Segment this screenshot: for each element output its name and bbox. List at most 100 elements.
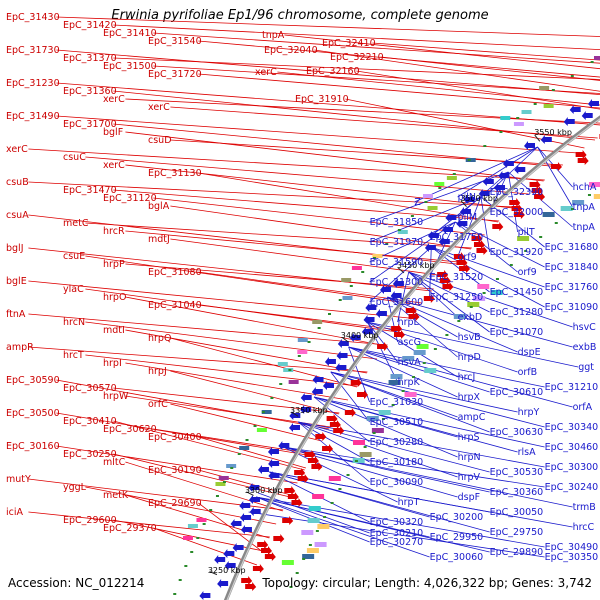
leader-line [85,321,378,360]
category-block [390,374,403,379]
leader-line [170,238,446,277]
gene-features [182,56,600,600]
forward-gene [513,210,525,219]
gene-label-right: EpC_30360 [490,487,544,498]
category-block [477,284,490,289]
minor-tick [422,362,426,364]
minor-tick [539,236,543,238]
gene-label-left: csuD [148,135,172,146]
gene-label-right: EpC_30300 [545,462,599,473]
gene-label-left: ylaC [63,284,84,295]
reverse-gene [199,591,211,600]
reverse-gene [268,471,280,480]
leader-line [28,511,270,538]
forward-gene [257,540,269,549]
forward-gene [492,222,504,231]
forward-gene [471,234,483,243]
reverse-gene [361,327,373,336]
accession-text: Accession: NC_012214 [8,576,145,590]
gene-label-left: EpC_31910 [295,94,349,105]
leader-line [367,321,458,378]
category-block [424,368,437,373]
leader-line [113,189,500,222]
leader-line [85,255,420,306]
gene-label-left: EpC_31120 [103,193,157,204]
gene-label-left: EpC_29600 [63,515,117,526]
leader-line [113,453,291,498]
gene-label-left: EpC_31360 [63,86,117,97]
reverse-gene [424,243,436,252]
category-block [283,368,294,372]
forward-gene [282,516,294,525]
gene-label-left: hrpJ [148,366,167,377]
leader-line [298,421,490,473]
reverse-gene [230,519,242,528]
category-block [513,122,524,126]
category-block [434,182,445,186]
forward-gene [294,468,306,477]
reverse-gene [494,183,506,192]
bp-label: 3450 kbp [397,261,435,270]
gene-label-right: EpC_30090 [370,477,424,488]
reverse-gene [524,141,536,150]
gene-label-right: EpC_30240 [545,482,599,493]
minor-tick [173,593,177,595]
bp-label: 3500 kbp [460,194,498,203]
gene-label-right: ascG [398,337,421,348]
category-block [359,452,372,457]
category-block [341,278,352,282]
gene-label-right: dspF [458,492,480,503]
gene-label-right: hrpX [458,392,481,403]
gene-label-right: EpC_30060 [430,552,484,563]
leader-line [248,511,545,558]
gene-label-right: hrcJ [458,372,476,383]
minor-tick [373,257,377,259]
gene-label-left: hrpW [103,391,129,402]
reverse-gene [324,357,336,366]
gene-label-left: xerC [103,94,125,105]
gene-label-right: hsvA [398,357,422,368]
gene-label-left: EpC_30500 [6,408,60,419]
category-block [226,464,237,468]
minor-tick [184,565,188,567]
leader-line [408,271,573,328]
leader-line [431,246,545,308]
minor-tick [317,327,321,329]
minor-tick [467,159,471,161]
category-block [215,482,226,486]
gene-label-left: EpC_30250 [63,449,117,460]
reverse-gene [217,579,229,588]
reverse-gene [337,339,349,348]
leader-line [125,461,283,512]
leader-line [153,428,315,455]
category-block [277,362,288,366]
minor-tick [361,271,365,273]
bp-tick [209,571,218,576]
forward-gene [456,258,468,267]
reverse-gene [375,309,387,318]
leader-line [431,246,545,288]
category-block [261,410,272,414]
leader-line [85,222,472,249]
leader-line [356,70,600,110]
gene-label-left: EpC_31130 [148,168,202,179]
reverse-gene [257,465,269,474]
category-block [342,296,353,300]
reverse-gene [463,195,475,204]
minor-tick [433,348,437,350]
forward-gene [307,456,319,465]
category-block [371,428,384,433]
category-block [314,542,327,547]
minor-tick [385,243,389,245]
reverse-gene [268,459,280,468]
reverse-gene [289,411,301,420]
gene-label-right: hrpD [458,352,481,363]
reverse-gene [563,117,575,126]
gene-label-right: exbD [458,312,483,323]
leader-line [313,396,545,448]
minor-tick [363,446,367,448]
leader-line [56,115,579,154]
forward-gene [423,294,435,303]
gene-label-left: EpC_29690 [148,498,202,509]
leader-line [125,230,459,263]
